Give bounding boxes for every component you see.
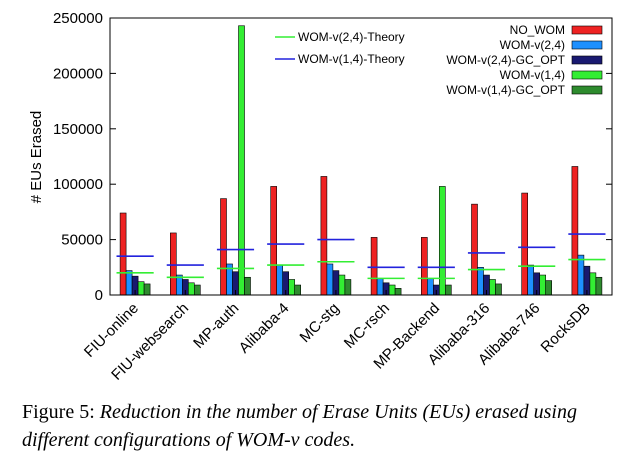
bar-wom-v-1-4-gc-opt-mc-rsch [394,288,402,296]
legend-theory-label: WOM-v(2,4)-Theory [298,30,405,44]
legend-series-swatch [571,55,603,65]
figure-caption: Figure 5: Reduction in the number of Era… [22,398,628,454]
legend-series-label: WOM-v(1,4) [500,68,565,82]
bar-no-wom-mc-stg [320,176,328,296]
x-tick-label: RocksDB [538,300,594,356]
legend-series-label: WOM-v(1,4)-GC_OPT [446,83,565,97]
bar-wom-v-1-4-gc-opt-alibaba-746 [545,280,553,296]
bar-wom-v-2-4--mp-backend [426,278,434,296]
legend-series-swatch [571,40,603,50]
legend-series-label: WOM-v(2,4) [500,38,565,52]
bar-wom-v-2-4--rocksdb [577,254,585,296]
caption-text: Reduction in the number of Erase Units (… [22,401,577,451]
bar-wom-v-2-4--mc-rsch [376,278,384,296]
bar-wom-v-1-4--fiu-online [137,281,145,296]
x-tick-label: MC-stg [297,300,343,346]
bar-wom-v-2-4--mc-stg [326,263,334,296]
y-tick-label: 200000 [53,65,103,82]
bar-wom-v-1-4--rocksdb [589,272,597,296]
bar-no-wom-mc-rsch [370,237,378,296]
bar-wom-v-1-4-gc-opt-fiu-online [143,283,151,296]
bar-no-wom-fiu-online [119,212,127,296]
bar-chart: # EUs Erased 0 50000 100000 150000 200000 250… [28,10,613,384]
legend-series-swatch [571,85,603,95]
bar-no-wom-fiu-websearch [170,232,177,296]
bar-wom-v-2-4--alibaba-4 [276,264,284,296]
y-tick-label: 0 [95,287,103,304]
legend-series-label: WOM-v(2,4)-GC_OPT [446,53,565,67]
bar-no-wom-alibaba-316 [471,203,478,296]
plot-frame [109,17,613,296]
bar-wom-v-1-4--alibaba-4 [288,279,296,296]
legend-series-swatch [571,70,603,80]
bar-wom-v-1-4-gc-opt-alibaba-316 [495,283,502,296]
bar-no-wom-mp-backend [420,237,428,296]
bar-wom-v-1-4-gc-opt-mc-stg [344,279,352,296]
bar-wom-v-1-4-gc-opt-rocksdb [595,276,603,296]
y-tick-label: 50000 [61,232,103,249]
legend-series-label: NO_WOM [510,23,565,37]
bar-wom-v-1-4-gc-opt-mp-backend [444,284,452,296]
bar-wom-v-1-4-gc-opt-alibaba-4 [294,284,302,296]
x-tick-label: Alibaba-4 [236,300,293,357]
y-tick-label: 150000 [53,121,103,138]
x-tick-label: MC-rsch [341,300,393,352]
bar-wom-v-1-4-gc-opt-mp-auth [244,276,251,296]
bar-no-wom-alibaba-4 [270,186,278,296]
bar-wom-v-1-4-gc-opt-fiu-websearch [194,284,201,296]
bar-wom-v-2-4--alibaba-746 [527,264,535,296]
y-axis-label: # EUs Erased [28,111,45,204]
bar-no-wom-rocksdb [571,166,579,296]
bar-no-wom-mp-auth [220,198,227,296]
bar-wom-v-1-4--alibaba-316 [489,279,496,296]
y-tick-label: 100000 [53,176,103,193]
bar-no-wom-alibaba-746 [521,192,529,296]
bar-wom-v-1-4--alibaba-746 [539,274,547,296]
bar-wom-v-2-4--fiu-online [125,270,133,296]
legend-series-swatch [571,25,603,35]
x-tick-label: MP-auth [190,300,242,352]
bar-wom-v-1-4--fiu-websearch [188,282,195,296]
bar-wom-v-2-4--alibaba-316 [477,266,484,296]
bar-wom-v-1-4--mp-auth [238,25,245,296]
bar-wom-v-1-4--mc-rsch [388,284,396,296]
y-tick-label: 250000 [53,10,103,27]
caption-label: Figure 5: [22,401,95,423]
legend-theory-label: WOM-v(1,4)-Theory [298,52,405,66]
bar-wom-v-1-4--mc-stg [338,274,346,296]
